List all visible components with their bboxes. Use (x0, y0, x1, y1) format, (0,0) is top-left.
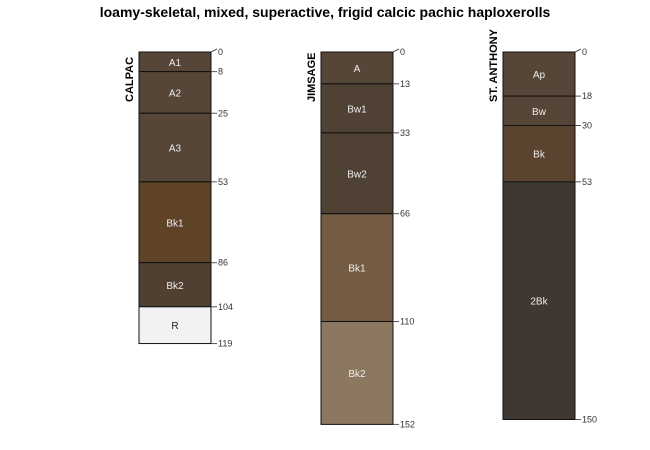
horizon-bk1 (138, 181, 212, 264)
horizon-bw1 (320, 83, 394, 134)
depth-label: 0 (582, 47, 587, 57)
horizon-label: Bk1 (348, 264, 366, 275)
horizon-label: 2Bk (530, 297, 548, 308)
horizon-label: A1 (169, 58, 182, 69)
horizon-label: Bk1 (166, 218, 184, 229)
horizon-label: A (354, 64, 361, 75)
horizon-a2 (138, 71, 212, 114)
horizon-label: Bw2 (347, 169, 367, 180)
soil-profile: CALPAC A1 A2 A3 Bk1 Bk2 R 0 8 25 53 86 104 119 (124, 47, 233, 349)
depth-label: 66 (400, 209, 410, 219)
profile-name: JIMSAGE (306, 52, 318, 102)
depth-label: 104 (218, 302, 233, 312)
depth-tick (574, 48, 582, 53)
horizon-bk1 (320, 213, 394, 322)
horizon-label: Bk (533, 150, 546, 161)
profile-name: CALPAC (124, 57, 136, 102)
horizon-a (320, 51, 394, 85)
diagram-title: loamy-skeletal, mixed, superactive, frig… (99, 4, 551, 20)
depth-label: 86 (218, 258, 228, 268)
horizon-label: Ap (533, 70, 546, 81)
horizon-label: Bw (532, 107, 547, 118)
depth-label: 0 (218, 47, 223, 57)
horizon-bw (502, 95, 576, 126)
horizon-a3 (138, 112, 212, 183)
depth-label: 110 (400, 317, 414, 327)
horizon-label: Bk2 (348, 369, 366, 380)
soil-profile: JIMSAGE A Bw1 Bw2 Bk1 Bk2 0 13 33 66 110 152 (306, 47, 415, 429)
horizon-2bk (502, 181, 576, 420)
depth-label: 150 (582, 415, 597, 425)
depth-label: 53 (218, 177, 228, 187)
horizon-label: A3 (169, 144, 182, 155)
depth-label: 13 (400, 79, 410, 89)
depth-label: 152 (400, 419, 415, 429)
depth-label: 8 (218, 67, 223, 77)
depth-label: 18 (582, 91, 592, 101)
horizon-bk2 (320, 321, 394, 425)
profile-name: ST. ANTHONY (488, 28, 500, 102)
depth-label: 25 (218, 108, 228, 118)
horizon-r (138, 306, 212, 345)
horizon-label: Bw1 (347, 104, 367, 115)
depth-label: 53 (582, 177, 592, 187)
depth-label: 0 (400, 47, 405, 57)
horizon-ap (502, 51, 576, 97)
horizon-label: A2 (169, 88, 182, 99)
depth-label: 119 (218, 339, 232, 349)
horizon-bk (502, 125, 576, 183)
depth-tick (210, 48, 218, 53)
horizon-bw2 (320, 132, 394, 215)
soil-profile: ST. ANTHONY Ap Bw Bk 2Bk 0 18 30 53 150 (488, 28, 597, 424)
depth-label: 30 (582, 121, 592, 131)
depth-tick (392, 48, 400, 53)
depth-label: 33 (400, 128, 410, 138)
horizon-label: Bk2 (166, 281, 184, 292)
horizon-label: R (171, 321, 178, 332)
